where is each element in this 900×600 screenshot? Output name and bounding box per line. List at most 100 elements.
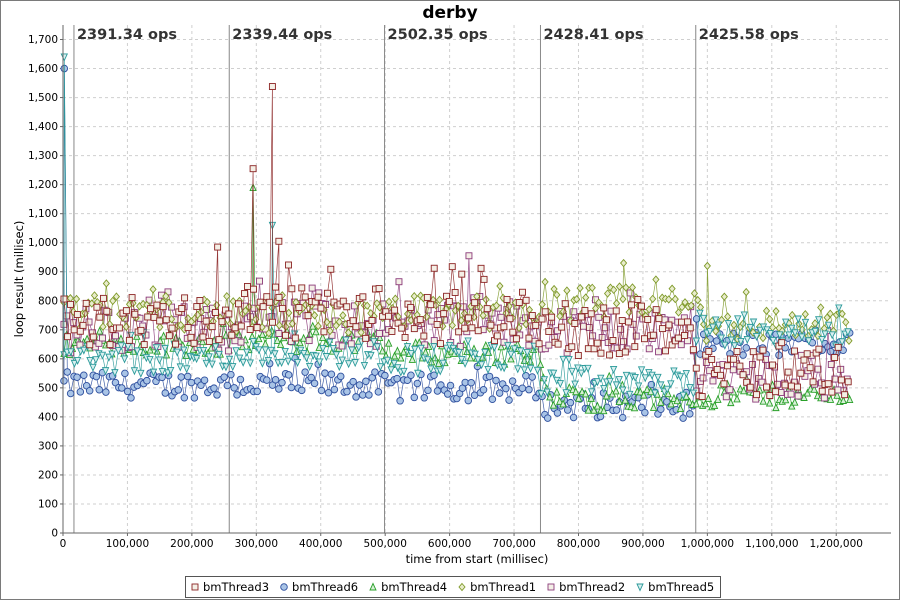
y-tick-label: 1,500 xyxy=(28,92,58,104)
data-point xyxy=(414,369,422,378)
legend-item-bmThread6: bmThread6 xyxy=(279,580,358,594)
data-point xyxy=(759,396,767,405)
data-point xyxy=(509,328,517,336)
data-point xyxy=(621,395,629,404)
legend-marker xyxy=(547,583,555,591)
data-point xyxy=(261,346,270,355)
data-point xyxy=(766,330,774,339)
data-point xyxy=(320,328,328,336)
data-point xyxy=(357,328,365,337)
x-tick-label: 1,200,000 xyxy=(810,538,863,550)
data-point xyxy=(577,313,585,321)
data-point xyxy=(66,389,75,398)
x-tick-label: 700,000 xyxy=(492,538,535,550)
data-point xyxy=(137,369,145,378)
data-point xyxy=(705,347,713,355)
data-point xyxy=(308,284,316,292)
data-point xyxy=(335,317,343,327)
data-point xyxy=(349,317,357,325)
data-point xyxy=(368,317,376,324)
y-tick-label: 1,200 xyxy=(28,179,58,191)
data-point xyxy=(720,292,728,301)
data-point xyxy=(376,363,385,372)
data-point xyxy=(311,311,319,320)
data-point xyxy=(223,381,232,390)
data-point xyxy=(772,388,780,396)
data-point xyxy=(390,359,398,368)
data-point xyxy=(781,381,789,389)
data-point xyxy=(739,386,748,395)
data-point xyxy=(276,339,285,348)
data-point xyxy=(211,343,220,352)
data-point xyxy=(603,289,612,298)
data-point xyxy=(388,328,396,335)
data-point xyxy=(220,373,228,381)
data-point xyxy=(246,359,254,368)
data-point xyxy=(609,337,617,344)
data-point xyxy=(838,309,846,318)
data-point xyxy=(131,310,139,318)
data-point xyxy=(451,289,459,296)
data-point xyxy=(791,347,799,355)
data-point xyxy=(167,366,175,375)
data-point xyxy=(811,327,819,336)
data-point xyxy=(374,388,383,396)
data-point xyxy=(841,391,849,399)
data-point xyxy=(554,340,562,348)
data-point xyxy=(252,315,260,324)
data-point xyxy=(729,366,737,374)
data-point xyxy=(213,391,221,399)
data-point xyxy=(733,394,741,403)
data-point xyxy=(63,368,72,376)
data-point xyxy=(814,365,822,373)
data-point xyxy=(168,303,175,311)
data-point xyxy=(644,316,652,323)
data-point xyxy=(76,388,85,396)
data-point xyxy=(652,306,660,314)
data-point xyxy=(742,344,750,352)
data-point xyxy=(636,387,644,396)
data-point xyxy=(79,321,87,329)
data-point xyxy=(159,303,167,311)
data-point xyxy=(458,270,466,278)
data-point xyxy=(602,391,611,400)
data-point xyxy=(393,346,402,355)
data-point xyxy=(80,346,88,355)
x-tick-label: 800,000 xyxy=(557,538,600,550)
data-point xyxy=(305,337,313,345)
data-point xyxy=(304,312,312,320)
data-point xyxy=(639,390,648,399)
data-point xyxy=(654,373,662,382)
data-point xyxy=(407,303,415,311)
data-point xyxy=(600,304,608,312)
data-point xyxy=(215,350,223,359)
data-point xyxy=(543,388,551,397)
legend-marker xyxy=(369,582,377,591)
data-point xyxy=(696,309,704,318)
data-point xyxy=(769,337,777,346)
data-point xyxy=(628,301,636,309)
x-tick-label: 400,000 xyxy=(299,538,342,550)
data-point xyxy=(467,378,475,387)
data-point xyxy=(692,315,701,323)
data-point xyxy=(317,304,325,312)
data-point xyxy=(496,281,504,291)
data-point xyxy=(803,350,811,358)
data-point xyxy=(737,337,745,347)
data-point xyxy=(391,294,399,303)
data-point xyxy=(597,374,605,383)
data-point xyxy=(225,355,234,364)
legend-item-bmThread3: bmThread3 xyxy=(190,580,269,594)
data-point xyxy=(347,340,355,348)
data-point xyxy=(641,335,648,343)
data-point xyxy=(211,309,219,316)
data-point xyxy=(724,312,732,321)
data-point xyxy=(726,386,734,394)
data-point xyxy=(275,237,283,245)
data-point xyxy=(818,336,826,345)
data-point xyxy=(149,368,158,377)
data-point xyxy=(410,393,419,402)
data-point xyxy=(278,304,286,312)
data-point xyxy=(128,294,136,302)
data-point xyxy=(587,310,595,318)
